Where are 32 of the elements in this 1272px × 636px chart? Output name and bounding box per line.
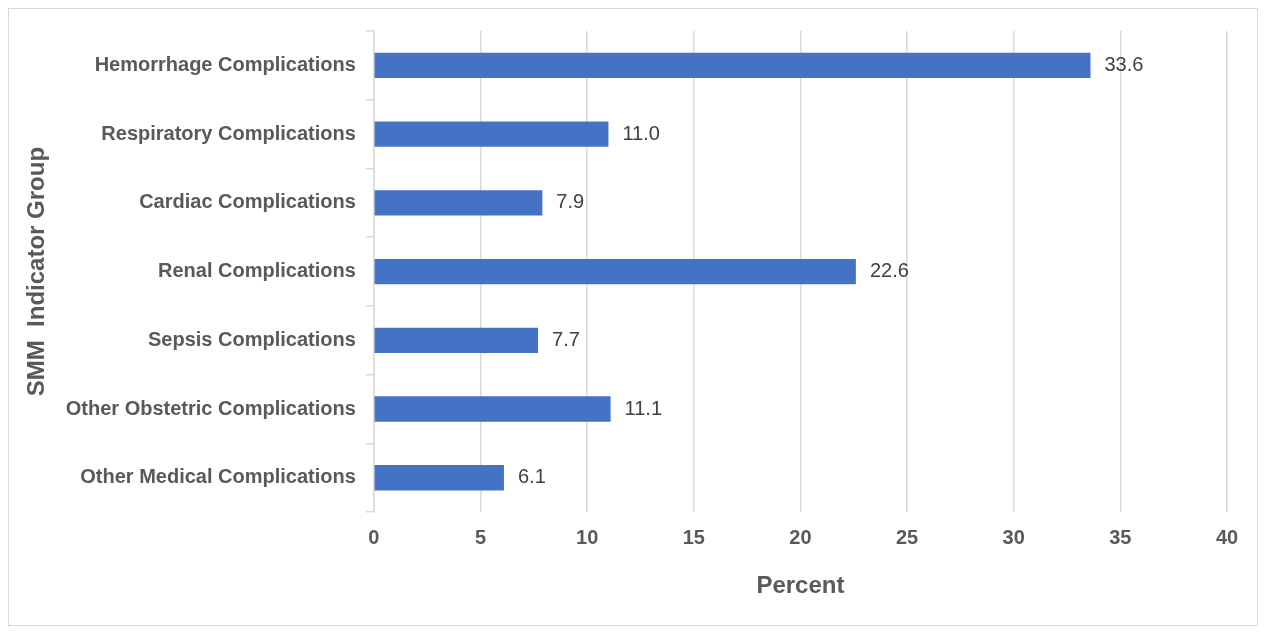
data-label: 22.6: [869, 259, 909, 282]
data-label: 7.9: [556, 190, 585, 213]
x-tick-label: 10: [576, 525, 599, 548]
bar: [374, 396, 611, 422]
y-tick-label: Cardiac Complications: [139, 190, 356, 213]
x-tick-label: 15: [682, 525, 705, 548]
x-tick-label: 35: [1109, 525, 1132, 548]
y-tick-label: Sepsis Complications: [148, 327, 356, 350]
x-tick-label: 25: [895, 525, 919, 548]
bar: [374, 258, 856, 285]
data-label: 7.7: [552, 327, 580, 350]
bar: [374, 465, 504, 491]
data-label: 6.1: [517, 465, 546, 488]
y-tick-label: Hemorrhage Complications: [94, 52, 356, 75]
bar: [374, 190, 543, 216]
y-tick-label: Other Obstetric Complications: [65, 396, 356, 419]
bar: [374, 121, 609, 147]
y-tick-label: Respiratory Complications: [101, 121, 356, 144]
y-axis-title: SMM Indicator Group: [22, 146, 50, 397]
data-label: 11.0: [622, 121, 660, 144]
bar: [374, 327, 539, 354]
x-tick-label: 40: [1215, 525, 1239, 548]
bar: [374, 52, 1091, 79]
data-label: 11.1: [624, 396, 663, 419]
x-tick-label: 20: [789, 525, 812, 548]
x-tick-label: 30: [1002, 525, 1025, 548]
y-tick-label: Other Medical Complications: [80, 465, 356, 488]
data-label: 33.6: [1104, 52, 1144, 75]
x-tick-label: 0: [368, 525, 380, 548]
y-tick-label: Renal Complications: [158, 259, 356, 282]
x-axis-title: Percent: [756, 571, 845, 599]
x-tick-label: 5: [474, 525, 487, 548]
